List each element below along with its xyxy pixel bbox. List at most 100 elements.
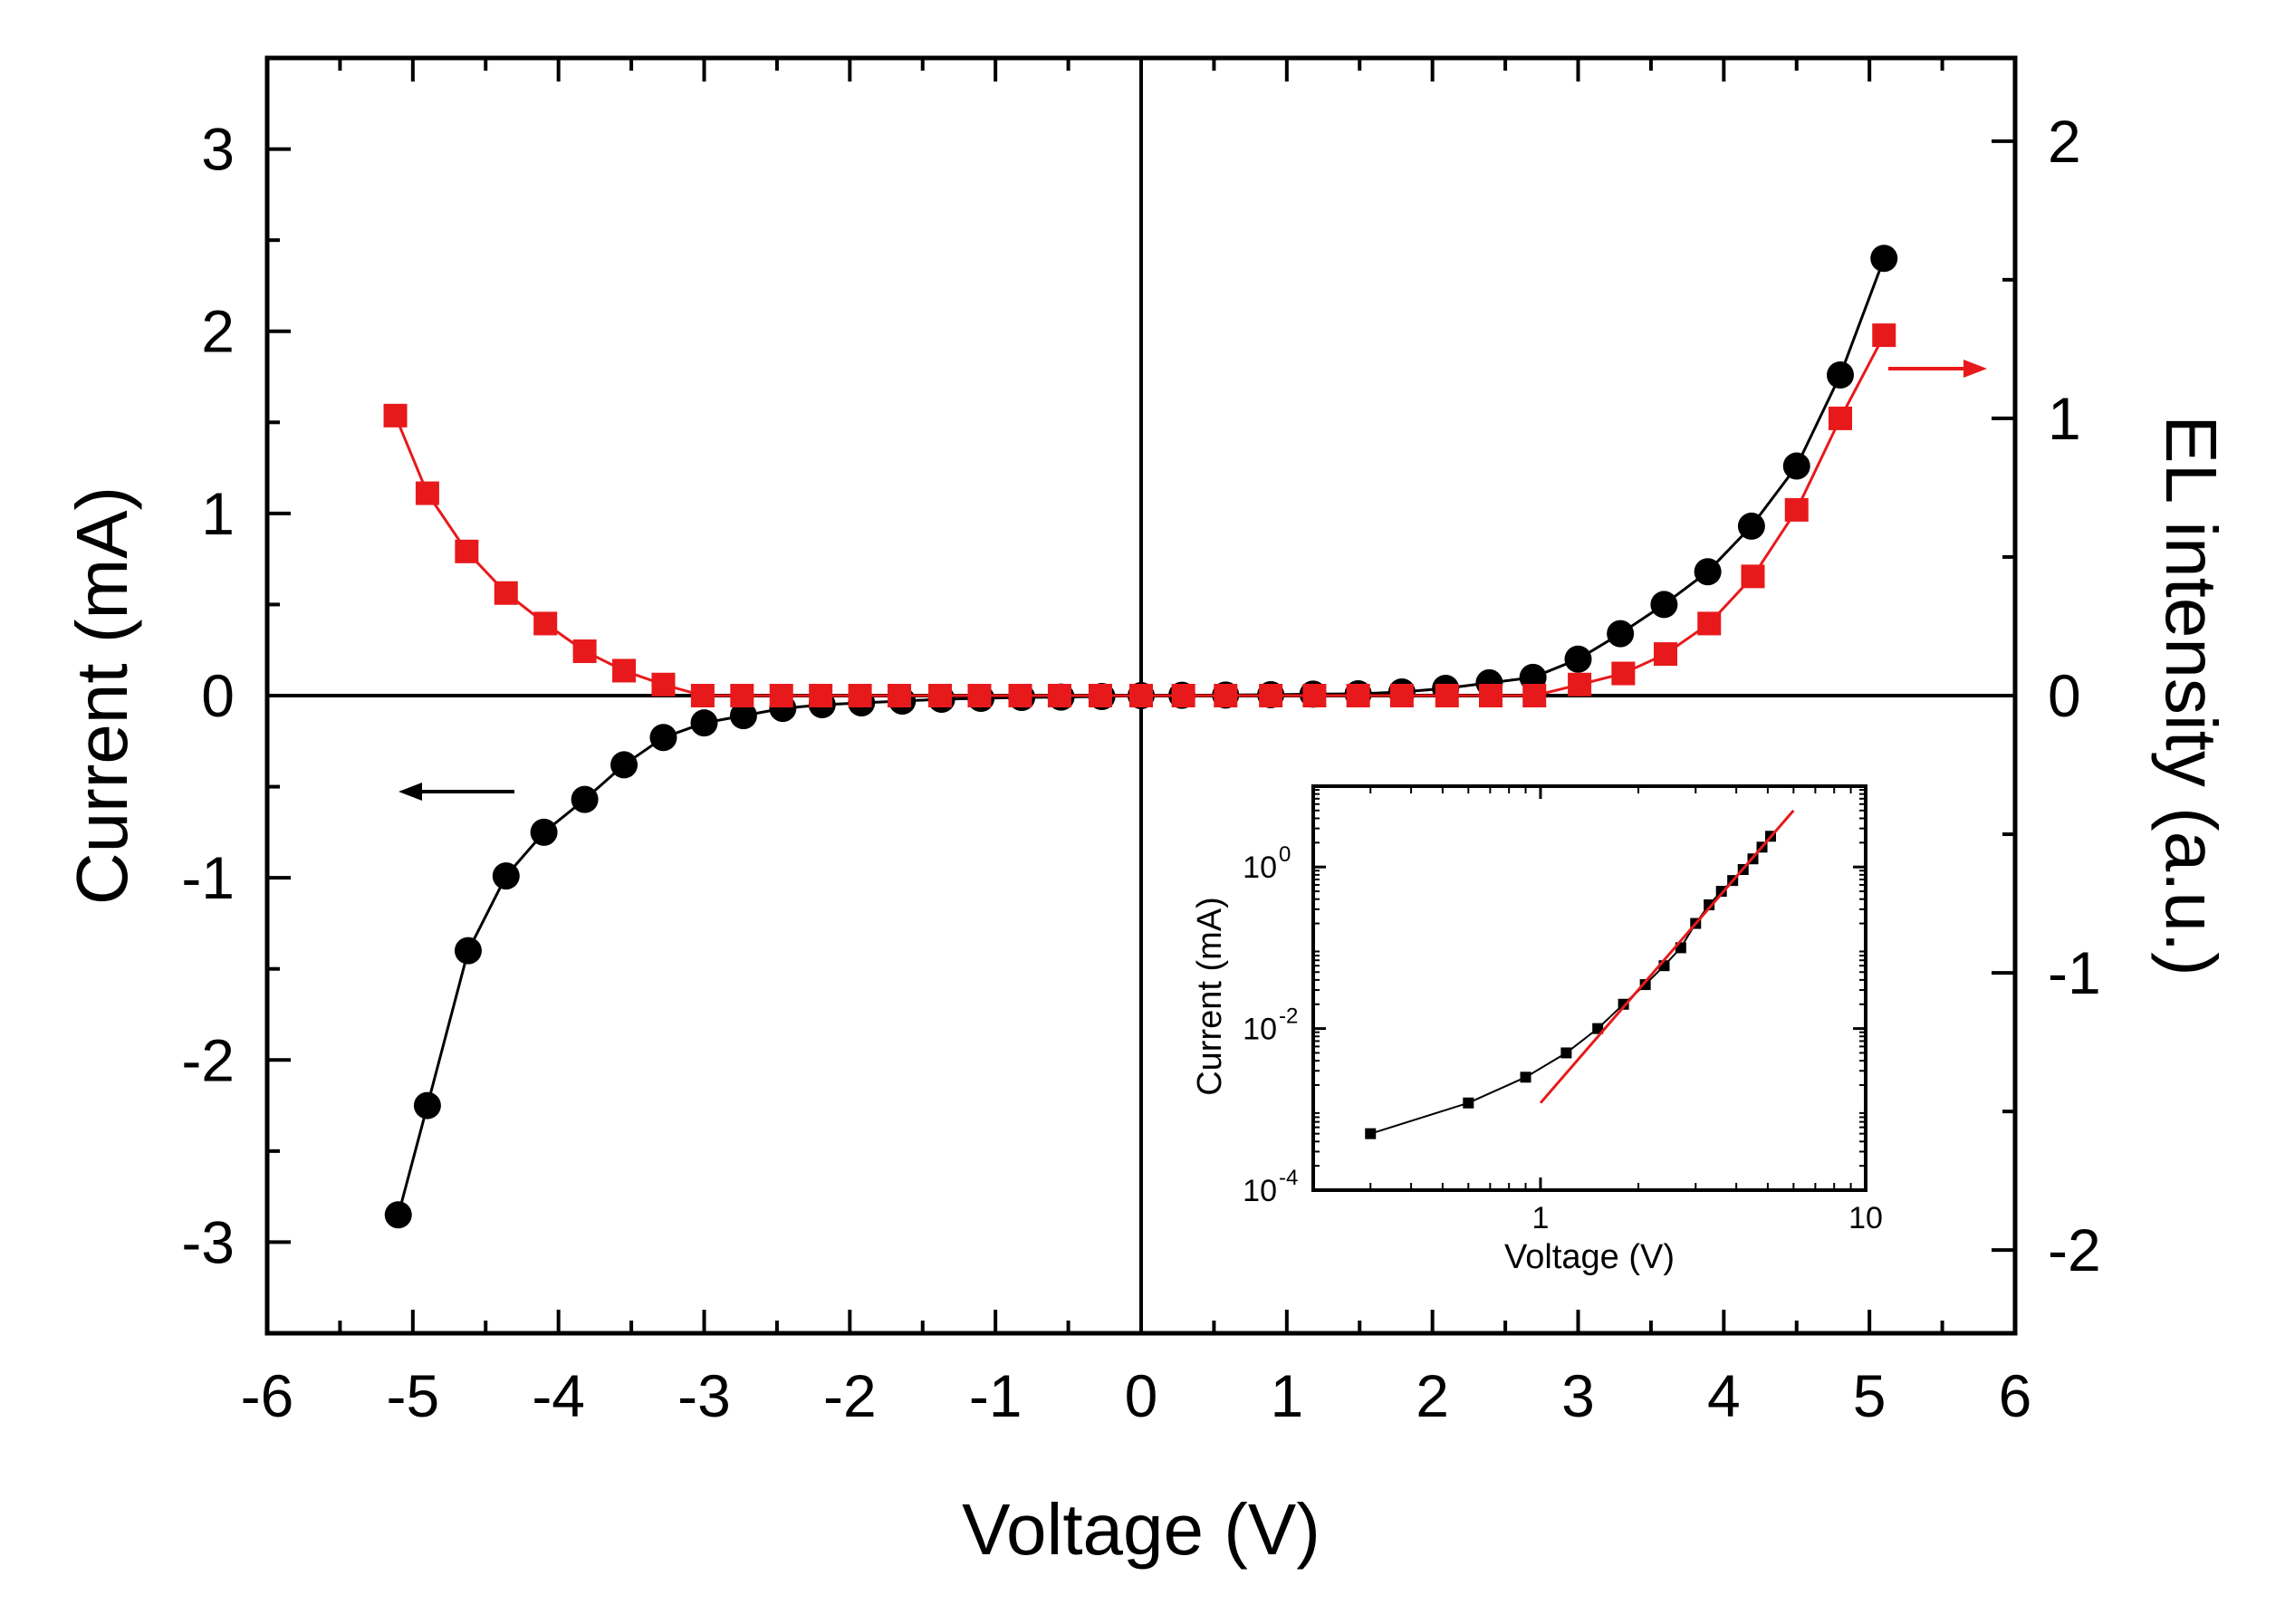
- x-tick-label: 3: [1561, 1362, 1595, 1429]
- current-point: [1650, 591, 1678, 619]
- current-point: [1564, 645, 1592, 673]
- inset-current-point: [1520, 1071, 1531, 1083]
- y-tick-label: -1: [181, 844, 235, 911]
- y2-tick-label: 0: [2048, 662, 2081, 729]
- current-point: [1827, 360, 1854, 389]
- axis-arrows: [398, 360, 1987, 801]
- current-point: [454, 937, 482, 965]
- inset-current-point: [1592, 1023, 1604, 1034]
- el-intensity-point: [1259, 684, 1283, 707]
- el-intensity-point: [690, 684, 715, 707]
- current-point: [729, 702, 757, 730]
- x-tick-labels: -6 -5 -4 -3 -2 -1 0 1 2 3 4 5 6: [241, 1362, 2032, 1429]
- main-series: [383, 245, 1898, 1229]
- el-intensity-point: [1479, 684, 1503, 707]
- el-intensity-point: [1872, 323, 1896, 348]
- y2-tick-labels: -2 -1 0 1 2: [2048, 108, 2101, 1283]
- el-intensity-point: [1088, 684, 1112, 707]
- x-tick-label: -1: [969, 1362, 1022, 1429]
- el-intensity-point: [572, 639, 597, 664]
- el-intensity-point: [1435, 684, 1459, 707]
- y2-tick-label: -2: [2048, 1216, 2101, 1283]
- current-point: [384, 1201, 412, 1229]
- x-tick-label: 0: [1125, 1362, 1158, 1429]
- inset-current-point: [1365, 1128, 1377, 1139]
- current-point: [1694, 558, 1722, 586]
- el-intensity-point: [533, 611, 558, 636]
- left-arrow-head: [398, 783, 422, 801]
- el-intensity-point: [415, 481, 439, 505]
- el-intensity-point: [1302, 684, 1327, 707]
- el-intensity-point: [1047, 684, 1071, 707]
- y2-tick-label: 1: [2048, 385, 2081, 452]
- current-point: [530, 818, 558, 846]
- el-intensity-point: [1741, 564, 1765, 589]
- x-tick-label: 4: [1707, 1362, 1741, 1429]
- inset-y-tick-exponent: -2: [1279, 1004, 1298, 1029]
- current-point: [571, 785, 599, 813]
- y2-axis-title: EL intensity (a.u.): [2151, 415, 2232, 976]
- x-tick-label: 2: [1416, 1362, 1449, 1429]
- inset-fit-line: [1539, 809, 1795, 1104]
- el-intensity-point: [651, 672, 676, 697]
- el-intensity-point: [1611, 661, 1636, 686]
- x-tick-label: -3: [677, 1362, 731, 1429]
- x-tick-label: -6: [241, 1362, 294, 1429]
- current-point: [1737, 512, 1765, 540]
- x-tick-label: -5: [386, 1362, 439, 1429]
- y-tick-label: -3: [181, 1208, 235, 1275]
- el-intensity-point: [1654, 642, 1677, 667]
- el-intensity-point: [1214, 684, 1238, 707]
- el-intensity-point: [1389, 684, 1414, 707]
- inset-y-tick-exponent: 0: [1279, 842, 1291, 867]
- el-intensity-point: [1129, 684, 1153, 707]
- x-tick-label: 6: [1999, 1362, 2032, 1429]
- el-intensity-point: [967, 684, 992, 707]
- y-tick-label: 2: [201, 298, 235, 365]
- el-intensity-point: [769, 684, 793, 707]
- x-tick-label: 5: [1853, 1362, 1887, 1429]
- y-tick-label: 1: [201, 480, 235, 547]
- x-tick-label: 1: [1270, 1362, 1303, 1429]
- x-tick-label: -4: [532, 1362, 585, 1429]
- y2-tick-label: 2: [2048, 108, 2081, 175]
- inset-y-tick-label: 10: [1243, 1174, 1277, 1208]
- el-intensity-point: [1008, 684, 1032, 707]
- el-intensity-point: [1784, 497, 1809, 522]
- el-intensity-point: [730, 684, 754, 707]
- current-point: [492, 862, 520, 890]
- el-intensity-point: [383, 403, 408, 428]
- el-intensity-point: [1568, 672, 1592, 697]
- el-intensity-point: [848, 684, 872, 707]
- y-tick-label: 3: [201, 116, 235, 183]
- y-tick-label: -2: [181, 1026, 235, 1093]
- inset-current-point: [1715, 886, 1727, 898]
- right-arrow-head: [1963, 360, 1987, 378]
- inset-current-point: [1704, 898, 1715, 910]
- inset-plot-frame: [1311, 784, 1867, 1192]
- inset-x-tick-label: 10: [1848, 1201, 1883, 1235]
- inset-ticks: [1312, 786, 1867, 1192]
- inset-x-tick-label: 1: [1531, 1201, 1549, 1235]
- current-point: [649, 724, 677, 752]
- main-chart: -6 -5 -4 -3 -2 -1 0 1 2 3 4 5 6 -3 -2 -1 0 1 2 3 -2 -1 0 1 2 V…: [62, 55, 2232, 1570]
- main-ticks: [265, 56, 2017, 1335]
- inset-x-axis-title: Voltage (V): [1504, 1238, 1675, 1276]
- inset-current-point: [1560, 1047, 1572, 1059]
- y2-tick-label: -1: [2048, 939, 2101, 1006]
- inset-y-tick-exponent: -4: [1279, 1166, 1298, 1190]
- inset-y-tick-label: 10: [1243, 1013, 1277, 1047]
- current-point: [690, 709, 718, 737]
- el-intensity-point: [1697, 611, 1722, 636]
- current-point: [1607, 620, 1635, 648]
- inset-current-point: [1618, 998, 1629, 1010]
- current-point: [413, 1091, 441, 1120]
- current-point: [1782, 452, 1810, 480]
- inset-current-point: [1639, 979, 1651, 991]
- el-intensity-point: [612, 658, 637, 683]
- el-intensity-point: [809, 684, 833, 707]
- el-intensity-point: [1346, 684, 1370, 707]
- el-intensity-point: [455, 539, 479, 563]
